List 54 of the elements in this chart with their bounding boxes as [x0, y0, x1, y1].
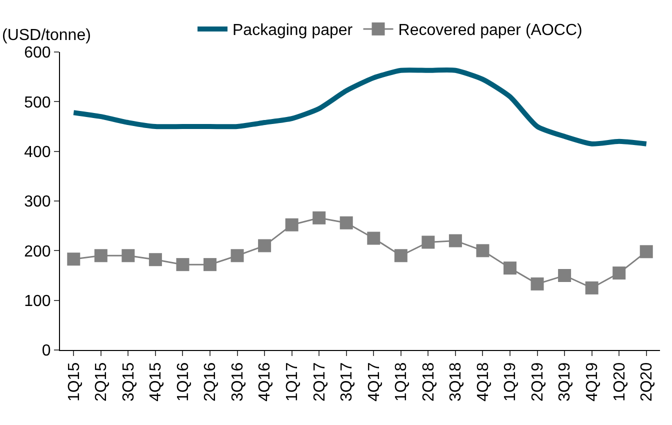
point — [258, 239, 272, 252]
x-tick-label: 1Q20 — [611, 362, 628, 402]
y-tick-label: 400 — [24, 144, 51, 161]
x-tick-label: 3Q15 — [120, 362, 138, 402]
point — [422, 236, 435, 249]
point — [312, 211, 326, 224]
point — [122, 249, 135, 262]
point — [94, 249, 108, 262]
x-tick-label: 2Q16 — [202, 362, 220, 402]
y-tick-label: 0 — [42, 342, 51, 360]
point — [204, 258, 216, 272]
x-tick-label: 3Q17 — [338, 362, 356, 402]
point — [176, 258, 190, 272]
x-tick-label: 2Q18 — [420, 362, 438, 402]
legend-label: Packaging paper — [232, 22, 354, 40]
x-tick-label: 1Q15 — [66, 362, 83, 402]
y-tick-label: 300 — [24, 194, 51, 211]
y-tick-label: 200 — [24, 243, 51, 260]
point — [585, 281, 598, 294]
point — [530, 277, 544, 290]
point — [612, 266, 626, 280]
x-tick-label: 1Q19 — [502, 362, 520, 402]
x-tick-label: 4Q18 — [474, 362, 492, 402]
x-tick-label: 1Q16 — [174, 362, 192, 402]
point — [448, 234, 462, 248]
point — [558, 269, 572, 282]
x-tick-label: 3Q16 — [229, 362, 246, 402]
point — [148, 253, 162, 266]
x-tick-label: 4Q16 — [256, 362, 274, 402]
point — [504, 262, 516, 275]
y-tick-label: 600 — [24, 44, 51, 62]
x-tick-label: 1Q17 — [284, 362, 302, 402]
x-tick-label: 4Q17 — [366, 362, 383, 402]
point — [67, 252, 80, 266]
x-tick-label: 2Q15 — [93, 362, 110, 402]
point — [367, 232, 380, 245]
x-tick-label: 2Q17 — [311, 362, 328, 402]
x-tick-label: 4Q19 — [584, 362, 602, 402]
point — [285, 218, 298, 232]
y-axis-title: (USD/tonne) — [2, 27, 91, 44]
x-tick-label: 4Q15 — [148, 362, 165, 402]
point — [394, 249, 408, 262]
x-tick-label: 1Q18 — [393, 362, 410, 402]
point — [340, 216, 353, 230]
y-tick-label: 500 — [24, 94, 51, 112]
point — [476, 244, 490, 258]
legend-label: Recovered paper (AOCC) — [398, 22, 582, 40]
point — [640, 245, 653, 258]
x-tick-label: 3Q19 — [556, 362, 574, 402]
x-tick-label: 3Q18 — [448, 362, 465, 402]
point — [230, 249, 244, 262]
y-tick-label: 100 — [24, 292, 51, 310]
x-tick-label: 2Q20 — [638, 362, 656, 402]
x-tick-label: 2Q19 — [529, 362, 546, 402]
